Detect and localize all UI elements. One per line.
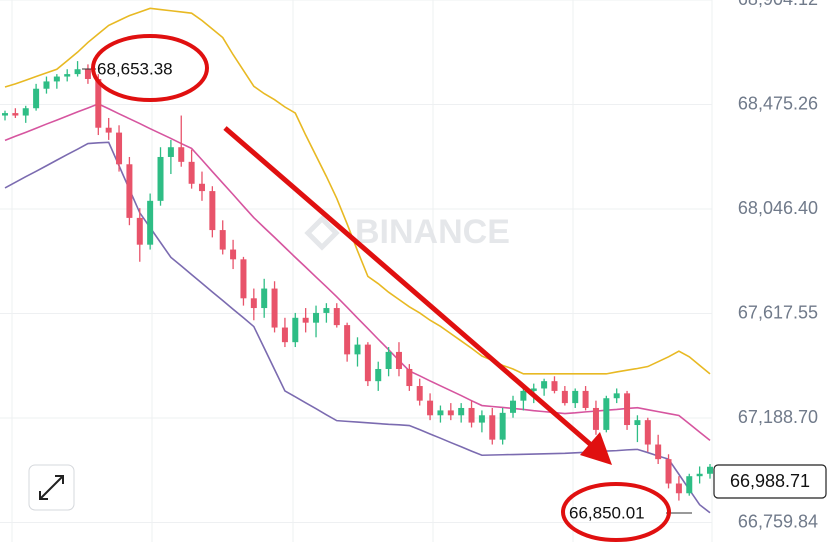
candle-body: [261, 288, 268, 309]
candle-body: [478, 415, 485, 423]
candle-body: [167, 147, 174, 157]
last-price-label: 66,988.71: [730, 471, 810, 491]
candle-body: [416, 386, 423, 401]
candle-body: [126, 164, 133, 218]
band-line: [4, 102, 711, 442]
candle-body: [157, 156, 164, 201]
candle-body: [499, 412, 506, 440]
candle-body: [292, 317, 299, 343]
candle-body: [541, 381, 548, 389]
band-line: [4, 7, 711, 375]
y-tick-label: 66,759.84: [738, 511, 818, 531]
candle-body: [333, 308, 340, 326]
high-label: 68,653.38: [97, 59, 173, 78]
candle-body: [178, 147, 185, 162]
candle-body: [302, 317, 309, 323]
candle-body: [582, 390, 589, 408]
candle-body: [84, 69, 91, 79]
candle-body: [136, 217, 143, 245]
candle-body: [395, 351, 402, 369]
y-axis: 68,904.12 68,475.26 68,046.40 67,617.55 67,1…: [738, 0, 818, 531]
candle-body: [281, 327, 288, 343]
candle-body: [375, 368, 382, 382]
candle-body: [686, 476, 693, 494]
candle-body: [603, 398, 610, 430]
candle-body: [707, 466, 713, 474]
low-label: 66,850.01: [569, 503, 645, 522]
candle-body: [250, 298, 257, 309]
candle-body: [95, 78, 102, 128]
candle-body: [271, 288, 278, 328]
candle-body: [105, 127, 112, 133]
candle-body: [437, 410, 444, 416]
bands: [4, 7, 711, 514]
candle-body: [313, 312, 320, 323]
candle-body: [2, 113, 8, 116]
candle-body: [665, 459, 672, 484]
candle-body: [675, 483, 682, 494]
expand-button[interactable]: [28, 464, 75, 511]
candle-body: [613, 393, 620, 399]
candle-body: [22, 108, 29, 116]
candle-body: [406, 368, 413, 387]
candle-body: [43, 81, 50, 89]
candle-body: [644, 420, 651, 445]
candle-body: [572, 390, 579, 404]
candle-body: [655, 444, 662, 460]
candle-body: [385, 351, 392, 369]
candle-body: [188, 161, 195, 184]
candle-body: [447, 410, 454, 416]
candle-body: [74, 69, 81, 75]
candle-body: [530, 388, 537, 391]
candle-body: [510, 400, 517, 413]
candle-body: [33, 88, 40, 109]
candle-body: [551, 381, 558, 391]
watermark-text: BINANCE: [355, 213, 510, 251]
y-tick-label: 68,046.40: [738, 198, 818, 218]
y-tick-label: 68,475.26: [738, 93, 818, 113]
candle-body: [323, 308, 330, 313]
y-tick-label: 68,904.12: [738, 0, 818, 9]
candle-body: [116, 132, 123, 165]
candle-body: [696, 473, 703, 477]
candle-body: [520, 390, 527, 401]
candle-body: [427, 400, 434, 416]
y-tick-label: 67,617.55: [738, 302, 818, 322]
candle-body: [468, 407, 475, 423]
highlight-circle: [561, 482, 671, 542]
candle-body: [364, 344, 371, 382]
annotations: 68,653.38 66,850.01: [82, 34, 692, 542]
candle-body: [344, 325, 351, 355]
highlight-circle: [91, 34, 209, 102]
trend-arrow: [223, 126, 592, 446]
candle-body: [592, 407, 599, 430]
watermark: BINANCE: [304, 213, 510, 251]
candle-body: [624, 393, 631, 426]
y-tick-label: 67,188.70: [738, 407, 818, 427]
candle-body: [634, 420, 641, 426]
candle-body: [561, 390, 568, 404]
candle-body: [230, 249, 237, 260]
candle-body: [198, 183, 205, 192]
candle-body: [64, 74, 71, 77]
arrow-head: [580, 432, 612, 465]
candle-body: [219, 230, 226, 250]
candle-body: [489, 415, 496, 440]
candles: [2, 61, 713, 501]
candle-body: [240, 259, 247, 299]
candle-body: [12, 113, 19, 116]
candle-body: [53, 76, 60, 82]
candle-body: [147, 200, 154, 245]
time-grid: [11, 0, 713, 542]
candle-body: [458, 407, 465, 416]
candle-body: [209, 191, 216, 231]
last-price: 66,988.71: [713, 464, 827, 499]
candle-body: [354, 344, 361, 355]
